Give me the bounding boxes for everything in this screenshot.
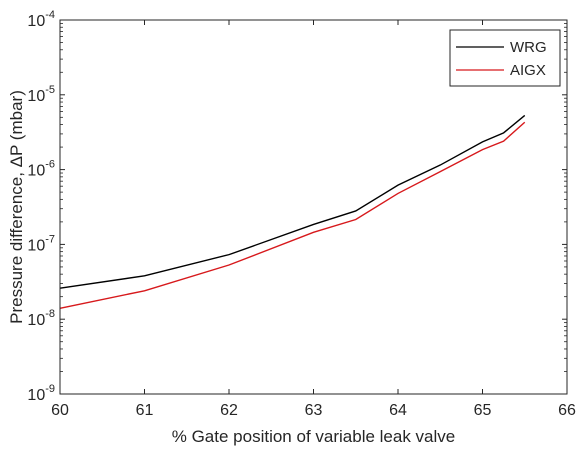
x-tick-label: 65 [474,402,492,419]
y-tick-label: 10-8 [27,308,55,329]
series-line-wrg [59,114,526,289]
x-tick-label: 61 [136,402,154,419]
legend: WRG AIGX [449,29,561,87]
x-axis-label: % Gate position of variable leak valve [172,427,456,446]
legend-box [449,29,561,87]
y-tick-label: 10-5 [27,84,55,105]
x-tick-label: 64 [389,402,407,419]
y-tick-label: 10-7 [27,233,55,254]
axis-tick-labels: 60 61 62 63 64 65 66 10-9 10-8 10-7 10-6 10-5 10-4 [27,9,576,419]
x-tick-label: 63 [305,402,323,419]
y-tick-label: 10-9 [27,383,55,404]
series-lines [59,114,526,309]
y-tick-label: 10-4 [27,9,55,30]
plot-frame [59,19,568,395]
x-tick-label: 62 [220,402,238,419]
x-tick-label: 60 [51,402,69,419]
x-tick-label: 66 [558,402,576,419]
y-axis-label: Pressure difference, ΔP (mbar) [7,90,26,324]
legend-label-aigx: AIGX [510,62,546,79]
y-tick-label: 10-6 [27,159,55,180]
legend-label-wrg: WRG [510,39,547,56]
series-line-aigx [59,121,526,309]
